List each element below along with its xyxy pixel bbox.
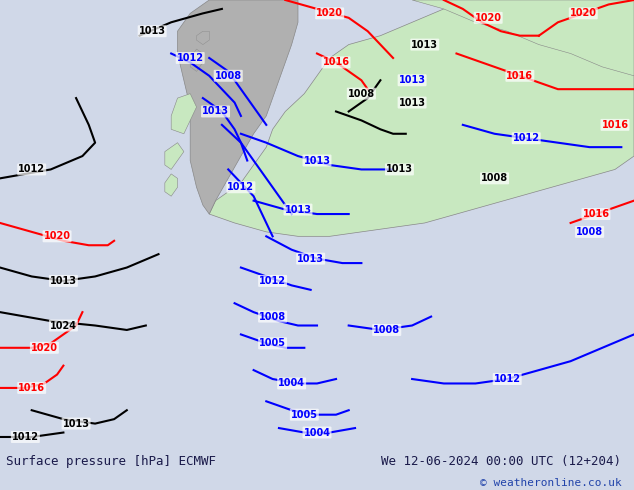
Polygon shape bbox=[171, 94, 197, 134]
Text: 1020: 1020 bbox=[44, 231, 70, 242]
Text: 1013: 1013 bbox=[399, 98, 425, 108]
Text: Surface pressure [hPa] ECMWF: Surface pressure [hPa] ECMWF bbox=[6, 455, 216, 468]
Text: 1024: 1024 bbox=[50, 320, 77, 331]
Text: 1008: 1008 bbox=[348, 89, 375, 98]
Text: 1020: 1020 bbox=[316, 8, 343, 19]
Polygon shape bbox=[197, 31, 209, 45]
Text: 1008: 1008 bbox=[373, 325, 400, 335]
Polygon shape bbox=[209, 0, 634, 236]
Text: We 12-06-2024 00:00 UTC (12+204): We 12-06-2024 00:00 UTC (12+204) bbox=[381, 455, 621, 468]
Polygon shape bbox=[165, 174, 178, 196]
Text: 1008: 1008 bbox=[481, 173, 508, 183]
Text: 1008: 1008 bbox=[576, 227, 603, 237]
Polygon shape bbox=[165, 143, 184, 170]
Text: 1004: 1004 bbox=[304, 427, 330, 438]
Text: 1016: 1016 bbox=[507, 71, 533, 81]
Text: 1012: 1012 bbox=[177, 53, 204, 63]
Text: © weatheronline.co.uk: © weatheronline.co.uk bbox=[479, 478, 621, 489]
Text: 1013: 1013 bbox=[297, 254, 324, 264]
Text: 1013: 1013 bbox=[202, 106, 229, 117]
Text: 1012: 1012 bbox=[513, 133, 540, 143]
Text: 1020: 1020 bbox=[570, 8, 597, 19]
Text: 1013: 1013 bbox=[285, 204, 311, 215]
Text: 1012: 1012 bbox=[494, 374, 521, 384]
Text: 1016: 1016 bbox=[602, 120, 628, 130]
Text: 1013: 1013 bbox=[63, 418, 89, 429]
Text: 1004: 1004 bbox=[278, 378, 305, 389]
Text: 1013: 1013 bbox=[139, 26, 165, 36]
Text: 1005: 1005 bbox=[259, 338, 286, 348]
Polygon shape bbox=[412, 0, 634, 76]
Text: 1012: 1012 bbox=[12, 432, 39, 442]
Text: 1008: 1008 bbox=[215, 71, 242, 81]
Text: 1020: 1020 bbox=[31, 343, 58, 353]
Text: 1013: 1013 bbox=[411, 40, 438, 49]
Text: 1013: 1013 bbox=[304, 155, 330, 166]
Polygon shape bbox=[190, 49, 203, 72]
Polygon shape bbox=[178, 0, 298, 214]
Text: 1016: 1016 bbox=[583, 209, 609, 219]
Text: 1013: 1013 bbox=[50, 276, 77, 286]
Text: 1012: 1012 bbox=[18, 165, 45, 174]
Text: 1020: 1020 bbox=[475, 13, 501, 23]
Text: 1012: 1012 bbox=[228, 182, 254, 192]
Text: 1013: 1013 bbox=[399, 75, 425, 85]
Text: 1012: 1012 bbox=[259, 276, 286, 286]
Text: 1016: 1016 bbox=[18, 383, 45, 393]
Text: 1016: 1016 bbox=[323, 57, 349, 68]
Text: 1008: 1008 bbox=[259, 312, 286, 321]
Text: 1013: 1013 bbox=[386, 165, 413, 174]
Text: 1005: 1005 bbox=[291, 410, 318, 420]
